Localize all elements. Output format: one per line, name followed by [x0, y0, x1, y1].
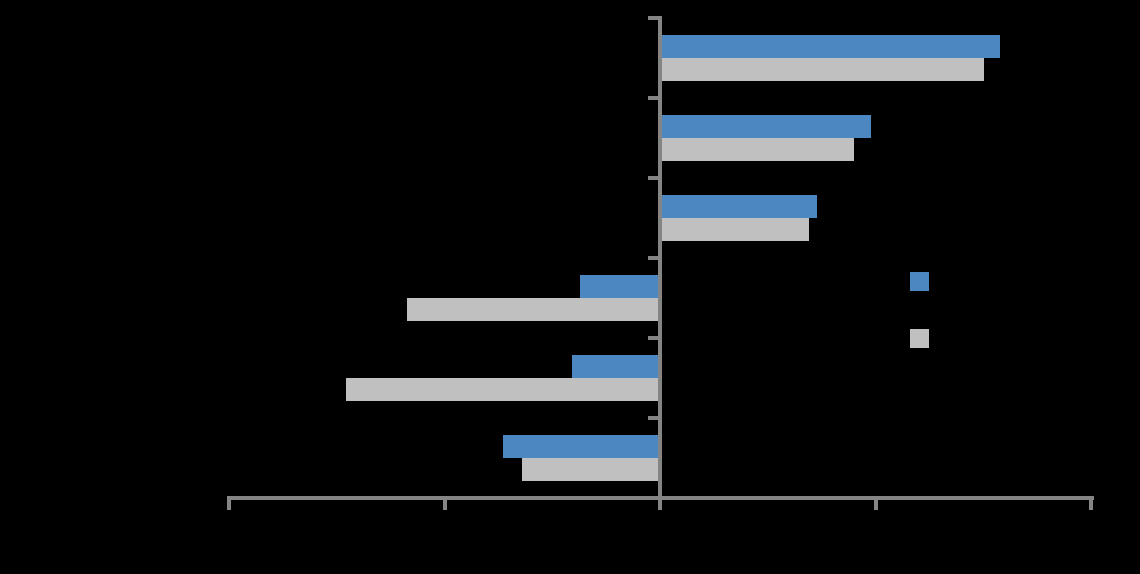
bar-series-blue-row-2 — [662, 115, 871, 138]
legend-swatch-gray — [910, 329, 929, 348]
x-tick-4 — [1089, 496, 1093, 510]
y-tick-1 — [648, 96, 662, 100]
bar-series-blue-row-4 — [580, 275, 658, 298]
y-tick-0 — [648, 16, 662, 20]
bar-series-gray-row-5 — [346, 378, 658, 401]
x-tick-3 — [874, 496, 878, 510]
y-tick-3 — [648, 256, 662, 260]
bar-series-blue-row-1 — [662, 35, 1000, 58]
x-tick-1 — [443, 496, 447, 510]
bar-series-gray-row-2 — [662, 138, 854, 161]
y-tick-5 — [648, 416, 662, 420]
x-tick-2 — [658, 496, 662, 510]
bar-series-blue-row-6 — [503, 435, 658, 458]
x-tick-0 — [227, 496, 231, 510]
bar-series-gray-row-4 — [407, 298, 658, 321]
bar-series-gray-row-6 — [522, 458, 658, 481]
y-tick-4 — [648, 336, 662, 340]
bar-series-blue-row-5 — [572, 355, 658, 378]
bar-series-gray-row-3 — [662, 218, 809, 241]
legend-swatch-blue — [910, 272, 929, 291]
y-tick-2 — [648, 176, 662, 180]
bar-series-gray-row-1 — [662, 58, 984, 81]
bar-series-blue-row-3 — [662, 195, 817, 218]
